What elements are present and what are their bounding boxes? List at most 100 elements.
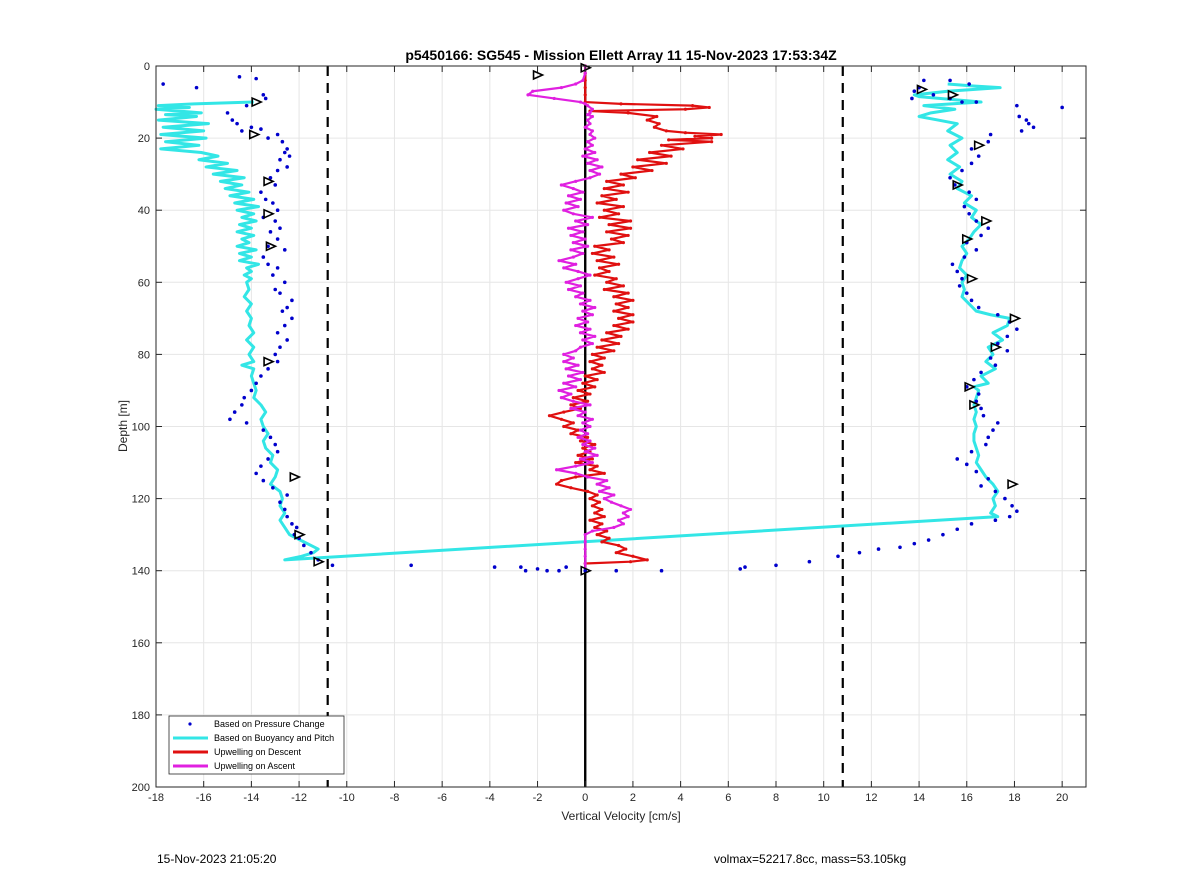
pressure-change-point	[774, 563, 778, 568]
upwelling-on-descent-point	[619, 102, 623, 106]
upwelling-on-descent-point	[605, 529, 609, 533]
pressure-change-point	[912, 541, 917, 546]
upwelling-on-descent-point	[628, 560, 633, 564]
upwelling-on-ascent-point	[578, 428, 583, 432]
upwelling-on-ascent-point	[588, 439, 592, 443]
upwelling-on-ascent-point	[593, 334, 597, 338]
upwelling-on-ascent-point	[605, 478, 609, 483]
pressure-change-point	[282, 280, 287, 285]
direction-marker	[973, 140, 986, 151]
upwelling-on-descent-point	[583, 78, 587, 83]
upwelling-on-descent-point	[559, 417, 563, 421]
upwelling-on-ascent-line	[526, 66, 632, 571]
pressure-change-point	[275, 359, 280, 364]
pressure-change-point	[240, 403, 244, 407]
legend-label-pressure: Based on Pressure Change	[214, 719, 325, 729]
pressure-change-point	[962, 255, 967, 259]
direction-marker	[263, 176, 276, 187]
y-tick-label: 160	[132, 638, 150, 650]
data-series	[154, 62, 1064, 576]
pressure-change-point	[259, 464, 263, 468]
upwelling-on-descent-point	[593, 273, 597, 277]
pressure-change-point	[955, 269, 960, 274]
upwelling-on-ascent-point	[590, 143, 594, 147]
upwelling-on-ascent-point	[586, 161, 590, 165]
y-axis-label: Depth [m]	[116, 400, 130, 452]
pressure-change-point	[266, 136, 270, 140]
x-tick-label: -12	[291, 792, 307, 804]
pressure-change-point	[583, 568, 588, 573]
upwelling-on-ascent-point	[581, 154, 585, 158]
direction-marker	[265, 241, 278, 252]
upwelling-on-descent-point	[595, 201, 599, 205]
upwelling-on-descent-point	[621, 204, 625, 209]
upwelling-on-ascent-point	[586, 113, 590, 117]
upwelling-on-ascent-point	[597, 172, 602, 176]
y-tick-label: 120	[132, 494, 150, 506]
pressure-change-point	[263, 96, 268, 101]
upwelling-on-ascent-point	[583, 547, 587, 551]
upwelling-on-descent-point	[602, 356, 606, 360]
pressure-change-point	[967, 190, 971, 194]
pressure-change-point	[960, 276, 964, 281]
direction-marker	[947, 89, 960, 101]
pressure-change-point	[285, 338, 289, 342]
upwelling-on-ascent-point	[590, 129, 594, 133]
pressure-change-point	[991, 428, 995, 432]
series-upwelling-on-descent	[547, 64, 723, 566]
upwelling-on-descent-point	[607, 269, 611, 274]
pressure-change-point	[948, 78, 952, 83]
pressure-change-point	[960, 100, 964, 104]
pressure-change-point	[986, 139, 991, 144]
upwelling-on-ascent-point	[588, 122, 592, 126]
direction-marker	[263, 208, 276, 220]
upwelling-on-ascent-point	[621, 522, 625, 526]
pressure-change-point	[969, 147, 974, 151]
pressure-change-point	[228, 417, 232, 422]
direction-marker	[580, 565, 593, 576]
upwelling-on-descent-point	[612, 349, 616, 353]
upwelling-on-ascent-point	[576, 414, 580, 418]
series-based-on-pressure-change	[161, 75, 1064, 573]
series-based-on-buoyancy-and-pitch	[154, 82, 1012, 562]
reference-lines	[326, 66, 844, 787]
pressure-change-point	[273, 219, 278, 223]
upwelling-on-descent-point	[628, 219, 633, 223]
pressure-change-point	[1031, 125, 1036, 130]
upwelling-on-ascent-point	[562, 381, 566, 385]
upwelling-on-ascent-point	[617, 518, 621, 522]
upwelling-on-descent-point	[628, 226, 633, 230]
upwelling-on-descent-point	[559, 478, 563, 483]
pressure-change-point	[931, 93, 936, 97]
upwelling-on-descent-point	[652, 125, 656, 129]
upwelling-on-descent-point	[664, 129, 668, 133]
upwelling-on-ascent-point	[586, 118, 590, 122]
x-tick-label: 16	[961, 792, 973, 804]
upwelling-on-ascent-point	[557, 259, 561, 263]
direction-marker	[294, 529, 307, 540]
pressure-change-point	[275, 208, 280, 212]
upwelling-on-descent-point	[597, 500, 602, 504]
pressure-change-point	[986, 435, 991, 440]
pressure-change-point	[964, 462, 969, 467]
pressure-change-point	[976, 392, 981, 396]
upwelling-on-descent-point	[576, 388, 580, 393]
upwelling-on-ascent-point	[588, 273, 592, 277]
upwelling-on-descent-point	[612, 295, 616, 299]
upwelling-on-ascent-point	[581, 421, 585, 425]
upwelling-on-descent-point	[607, 223, 611, 227]
upwelling-on-descent-point	[588, 392, 592, 396]
upwelling-on-ascent-point	[576, 277, 580, 281]
upwelling-on-descent-point	[626, 190, 630, 194]
upwelling-on-ascent-point	[562, 208, 566, 212]
upwelling-on-descent-point	[590, 457, 594, 461]
upwelling-on-ascent-point	[586, 140, 590, 144]
upwelling-on-descent-point	[593, 511, 597, 515]
upwelling-on-descent-point	[693, 134, 697, 138]
y-tick-label: 100	[132, 422, 150, 434]
upwelling-on-descent-point	[602, 287, 606, 292]
upwelling-on-descent-point	[586, 435, 590, 439]
upwelling-on-ascent-point	[578, 302, 583, 306]
upwelling-on-descent-point	[574, 460, 578, 465]
upwelling-on-ascent-point	[602, 497, 606, 501]
